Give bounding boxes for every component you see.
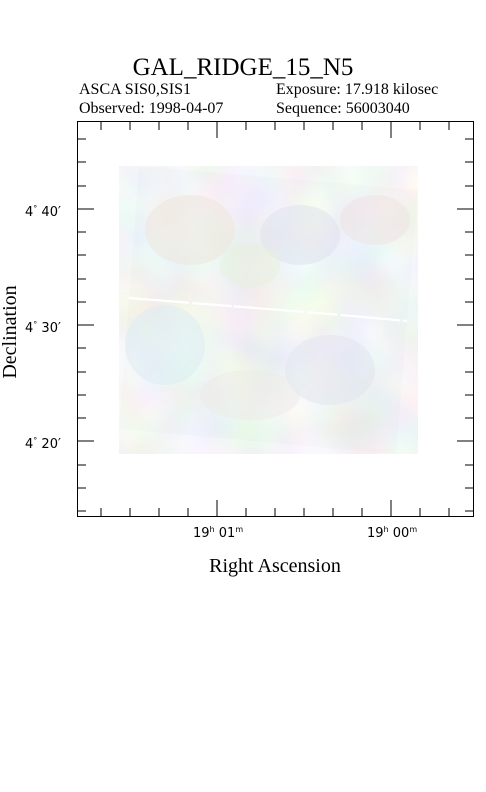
y-tick-label: 4° 40′: [25, 204, 61, 220]
x-tick-label: 19h 00m: [367, 525, 418, 541]
image-blotch: [340, 195, 410, 245]
y-tick-label: 4° 20′: [25, 436, 61, 452]
left-axis-ticks: [78, 138, 94, 512]
x-tick-label: 19h 01m: [193, 525, 244, 541]
y-tick-label: 4° 30′: [25, 320, 61, 336]
sequence-label: Sequence: 56003040: [276, 100, 410, 117]
top-axis-ticks: [100, 122, 450, 138]
chip-gap-line: [128, 296, 408, 323]
image-title: GAL_RIDGE_15_N5: [132, 54, 354, 81]
image-blotch: [125, 305, 205, 385]
image-blotch: [145, 195, 235, 265]
y-axis-label: Declination: [0, 285, 21, 379]
image-blotch: [285, 335, 375, 405]
plot-frame: [77, 121, 474, 517]
image-blotch: [260, 205, 340, 265]
bottom-axis-ticks: [100, 500, 450, 516]
instrument-label: ASCA SIS0,SIS1: [79, 81, 192, 98]
image-blotch: [220, 243, 280, 287]
observed-date-label: Observed: 1998-04-07: [79, 100, 224, 117]
image-blotch: [200, 370, 300, 420]
right-axis-ticks: [457, 138, 473, 512]
x-axis-label: Right Ascension: [209, 555, 341, 577]
exposure-label: Exposure: 17.918 kilosec: [276, 81, 439, 98]
xray-image: [119, 166, 418, 454]
